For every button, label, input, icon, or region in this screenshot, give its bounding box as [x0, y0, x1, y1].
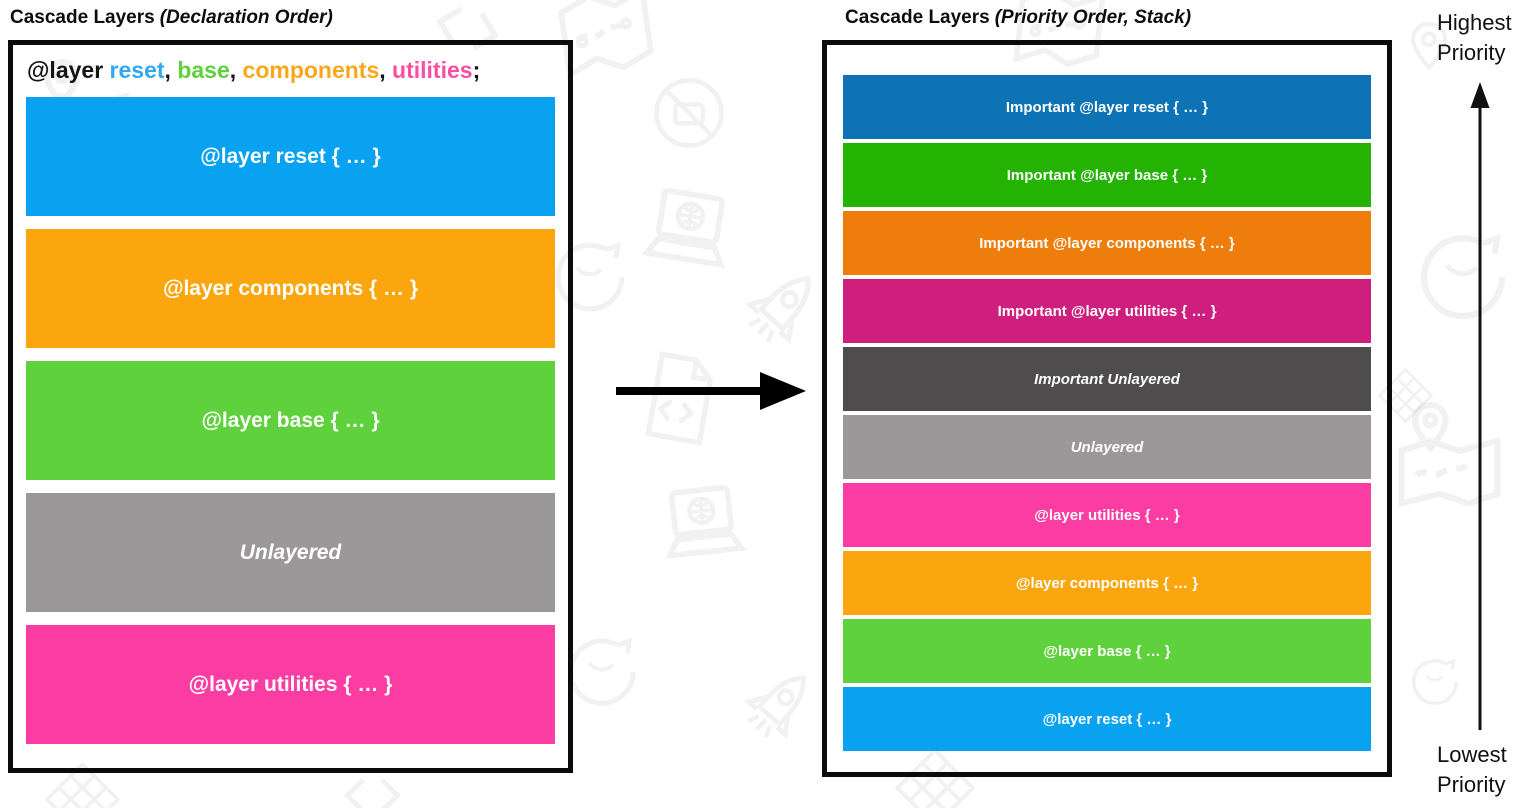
- priority-bar-important-components: Important @layer components { … }: [843, 211, 1371, 275]
- code-comma: ,: [164, 57, 171, 83]
- watermark-laptop-globe-icon: [650, 473, 756, 579]
- declaration-order-title: Cascade Layers (Declaration Order): [10, 7, 333, 29]
- priority-bar-important-unlayered: Important Unlayered: [843, 347, 1371, 411]
- priority-order-title-subtitle: (Priority Order, Stack): [994, 7, 1192, 28]
- code-layer-components: components: [242, 57, 380, 83]
- code-comma: ,: [229, 57, 237, 83]
- priority-axis-arrow-icon: [1470, 82, 1490, 730]
- declaration-bar-utilities: @layer utilities { … }: [26, 625, 555, 744]
- watermark-browser-swirl-icon: [1405, 652, 1465, 712]
- priority-bar-reset: @layer reset { … }: [843, 687, 1371, 751]
- declaration-bar-components: @layer components { … }: [26, 229, 555, 348]
- declaration-order-title-text: Cascade Layers: [10, 7, 155, 28]
- priority-bar-base: @layer base { … }: [843, 619, 1371, 683]
- priority-bar-important-base: Important @layer base { … }: [843, 143, 1371, 207]
- code-comma: ,: [379, 57, 386, 83]
- declaration-order-stack: @layer reset { … } @layer components { ……: [26, 97, 555, 744]
- priority-order-title: Cascade Layers (Priority Order, Stack): [845, 7, 1191, 29]
- layer-declaration-code: @layer reset, base, components, utilitie…: [27, 55, 555, 85]
- at-layer-keyword: @layer: [27, 57, 104, 83]
- transform-arrow-icon: [616, 372, 806, 410]
- priority-bar-important-reset: Important @layer reset { … }: [843, 75, 1371, 139]
- code-layer-base: base: [177, 57, 230, 83]
- priority-order-stack: Important @layer reset { … } Important @…: [843, 75, 1371, 751]
- code-layer-utilities: utilities: [392, 57, 473, 83]
- code-layer-reset: reset: [109, 57, 165, 83]
- watermark-camera-off-icon: [648, 72, 730, 154]
- highest-priority-label: Highest Priority: [1437, 10, 1512, 65]
- declaration-bar-reset: @layer reset { … }: [26, 97, 555, 216]
- priority-order-box: Important @layer reset { … } Important @…: [822, 40, 1392, 777]
- priority-bar-unlayered: Unlayered: [843, 415, 1371, 479]
- code-semicolon: ;: [472, 57, 481, 83]
- declaration-order-title-subtitle: (Declaration Order): [159, 7, 333, 28]
- declaration-bar-base: @layer base { … }: [26, 361, 555, 480]
- priority-bar-utilities: @layer utilities { … }: [843, 483, 1371, 547]
- declaration-bar-unlayered: Unlayered: [26, 493, 555, 612]
- declaration-order-box: @layer reset, base, components, utilitie…: [8, 40, 573, 773]
- priority-bar-important-utilities: Important @layer utilities { … }: [843, 279, 1371, 343]
- lowest-priority-label: Lowest Priority: [1437, 742, 1507, 797]
- priority-order-title-text: Cascade Layers: [845, 7, 990, 28]
- priority-bar-components: @layer components { … }: [843, 551, 1371, 615]
- watermark-laptop-globe-icon: [631, 175, 745, 289]
